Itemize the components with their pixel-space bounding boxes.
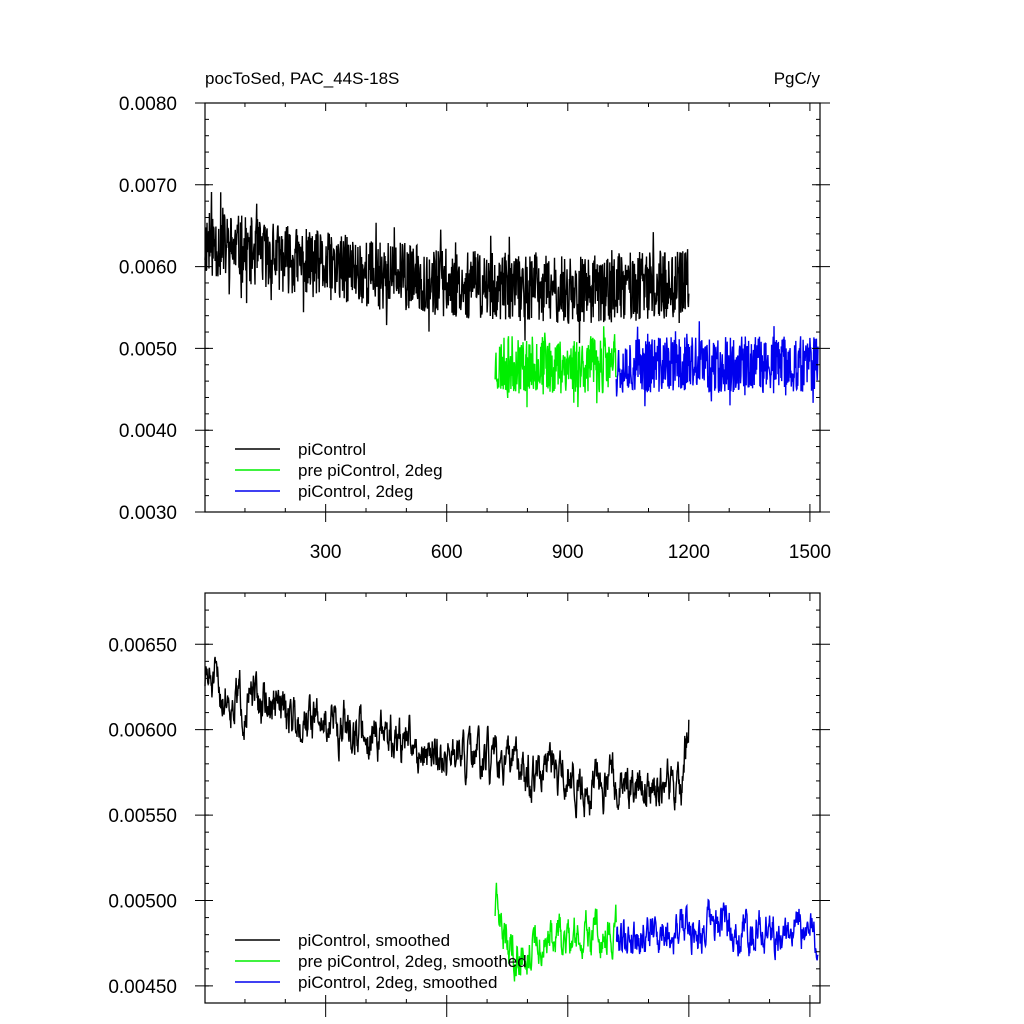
x-tick-label: 1500 <box>789 542 831 563</box>
x-tick-label: 600 <box>431 542 463 563</box>
y-tick-label: 0.00550 <box>108 806 177 827</box>
y-tick-label: 0.0070 <box>119 176 177 197</box>
series-line-bottom-2 <box>615 898 819 961</box>
series-line-bottom-1 <box>494 882 617 982</box>
y-tick-label: 0.0060 <box>119 258 177 279</box>
top-panel-units: PgC/y <box>774 69 821 88</box>
series-line-top-0 <box>204 191 690 344</box>
y-tick-label: 0.00650 <box>108 635 177 656</box>
y-tick-label: 0.00600 <box>108 721 177 742</box>
y-tick-label: 0.00450 <box>108 977 177 998</box>
series-line-top-1 <box>494 326 617 408</box>
legend-label: piControl, smoothed <box>298 931 450 950</box>
y-tick-label: 0.0030 <box>119 503 177 524</box>
legend-label: piControl, 2deg, smoothed <box>298 973 497 992</box>
series-line-top-2 <box>615 321 819 407</box>
x-tick-label: 900 <box>552 542 584 563</box>
top-panel-title: pocToSed, PAC_44S-18S <box>205 69 399 88</box>
series-line-bottom-0 <box>204 656 690 819</box>
bottom-panel: 0.00450 0.00500 0.00550 0.00600 0.00650 piCon… <box>108 592 830 1017</box>
y-tick-label: 0.0050 <box>119 339 177 360</box>
legend-label: piControl <box>298 440 366 459</box>
legend-label: pre piControl, 2deg <box>298 461 443 480</box>
y-tick-label: 0.0080 <box>119 94 177 115</box>
x-tick-label: 1200 <box>668 542 710 563</box>
top-panel: pocToSed, PAC_44S-18S PgC/y 300 600 900 120… <box>119 69 831 563</box>
plot-frame <box>204 102 821 513</box>
y-tick-label: 0.00500 <box>108 892 177 913</box>
y-tick-label: 0.0040 <box>119 421 177 442</box>
legend-label: pre piControl, 2deg, smoothed <box>298 952 527 971</box>
legend-label: piControl, 2deg <box>298 482 413 501</box>
x-tick-label: 300 <box>310 542 342 563</box>
